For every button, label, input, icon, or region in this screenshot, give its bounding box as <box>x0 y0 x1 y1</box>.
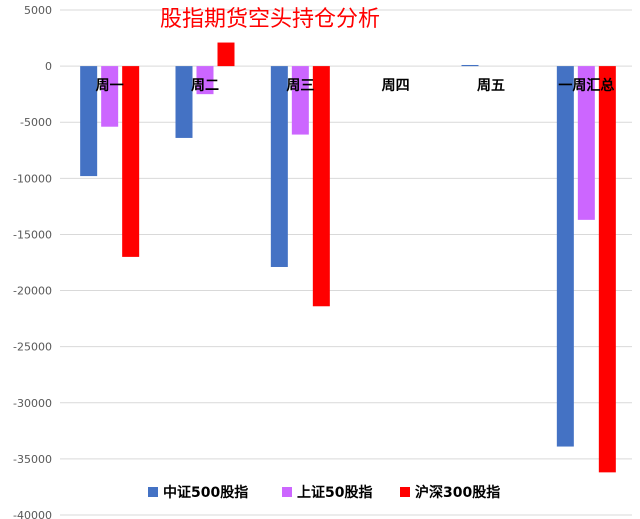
y-tick-label: -35000 <box>13 453 52 466</box>
category-label: 一周汇总 <box>558 77 614 94</box>
y-tick-label: -15000 <box>13 228 52 241</box>
y-tick-label: -40000 <box>13 509 52 519</box>
category-label: 周四 <box>382 78 410 94</box>
bar <box>217 42 235 67</box>
bar <box>556 66 574 447</box>
category-label: 周五 <box>477 78 505 94</box>
bar <box>461 64 479 67</box>
y-tick-label: 5000 <box>24 4 52 17</box>
legend-entry: 上证50股指 <box>297 484 372 501</box>
bar <box>196 66 214 95</box>
y-tick-label: -30000 <box>13 397 52 410</box>
y-tick-label: -25000 <box>13 341 52 354</box>
legend: 中证500股指 上证50股指 沪深300股指 <box>148 484 500 501</box>
category-labels: 周一 周二 周三 周四 周五 一周汇总 <box>96 77 615 94</box>
y-tick-label: -20000 <box>13 285 52 298</box>
legend-swatch <box>148 487 158 497</box>
legend-entry: 沪深300股指 <box>415 484 500 501</box>
y-tick-label: -10000 <box>13 172 52 185</box>
y-axis-ticks: 5000 0 -5000 -10000 -15000 -20000 -25000 -30000… <box>13 4 52 519</box>
bar <box>175 66 193 138</box>
chart-title: 股指期货空头持仓分析 <box>160 7 380 32</box>
bar <box>122 66 140 257</box>
bar <box>270 66 288 267</box>
y-tick-label: -5000 <box>20 116 52 129</box>
bar <box>80 66 98 177</box>
bar <box>101 66 119 127</box>
legend-swatch <box>400 487 410 497</box>
legend-swatch <box>282 487 292 497</box>
category-label: 周二 <box>191 78 219 94</box>
bar <box>598 66 616 473</box>
y-tick-label: 0 <box>45 60 52 73</box>
bar <box>577 66 595 220</box>
bar <box>291 66 309 135</box>
category-label: 周三 <box>286 78 314 94</box>
bar <box>312 66 330 307</box>
bars-layer <box>80 42 616 473</box>
category-label: 周一 <box>96 78 124 94</box>
legend-entry: 中证500股指 <box>163 484 248 501</box>
grid-layer <box>60 9 632 516</box>
